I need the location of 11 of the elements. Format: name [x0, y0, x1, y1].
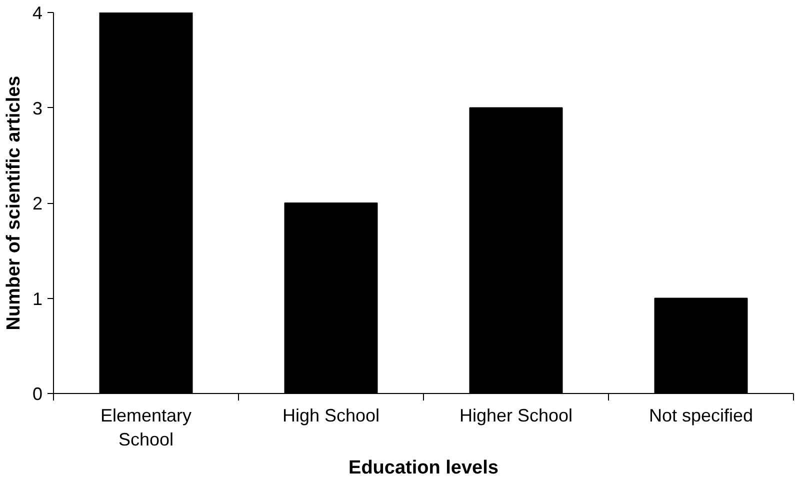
y-tick-label: 0: [32, 384, 43, 404]
y-tick-label: 1: [32, 288, 43, 309]
y-axis-title: Number of scientific articles: [3, 76, 24, 330]
x-axis-title: Education levels: [348, 458, 498, 478]
x-tick-label: Not specified: [648, 406, 754, 426]
y-tick-label: 3: [32, 98, 43, 118]
y-tick-label: 4: [32, 3, 43, 23]
x-tick-label: Elementary School: [100, 406, 192, 450]
y-tick-label: 2: [32, 194, 43, 214]
x-tick-label: High School: [282, 406, 380, 426]
x-tick-label: Higher School: [459, 406, 573, 426]
